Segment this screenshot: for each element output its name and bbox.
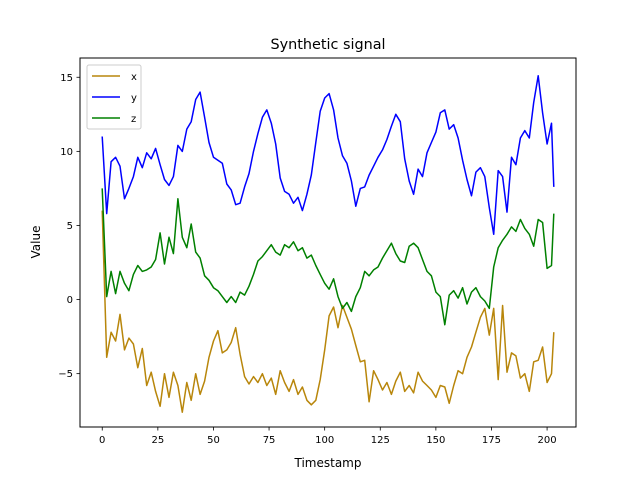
plot-lines — [101, 75, 555, 413]
x-tick-label: 150 — [426, 435, 445, 446]
y-tick-label: −5 — [58, 369, 73, 380]
y-axis-label: Value — [29, 226, 43, 259]
legend-label-y: y — [131, 93, 137, 104]
x-axis-label: Timestamp — [294, 456, 362, 470]
x-tick-label: 200 — [538, 435, 557, 446]
y-tick-label: 5 — [67, 221, 73, 232]
x-tick-label: 50 — [207, 435, 220, 446]
series-line-z — [101, 188, 555, 326]
x-tick-label: 0 — [99, 435, 105, 446]
legend: xyz — [86, 64, 142, 130]
x-tick-label: 75 — [263, 435, 276, 446]
x-tick-label: 175 — [482, 435, 501, 446]
series-line-x — [101, 210, 555, 413]
y-tick-label: 10 — [60, 147, 73, 158]
x-tick-label: 125 — [371, 435, 390, 446]
plot-frame — [79, 57, 577, 428]
y-tick-label: 15 — [60, 73, 73, 84]
x-axis: 0 25 50 75 100 125 150 175 200 — [99, 427, 557, 446]
series-line-y — [101, 75, 555, 236]
y-axis: −5 0 5 10 15 — [58, 73, 80, 380]
chart-title: Synthetic signal — [270, 37, 385, 53]
legend-label-x: x — [131, 72, 137, 83]
y-tick-label: 0 — [67, 295, 73, 306]
legend-label-z: z — [131, 114, 136, 125]
x-tick-label: 25 — [151, 435, 164, 446]
x-tick-label: 100 — [315, 435, 334, 446]
